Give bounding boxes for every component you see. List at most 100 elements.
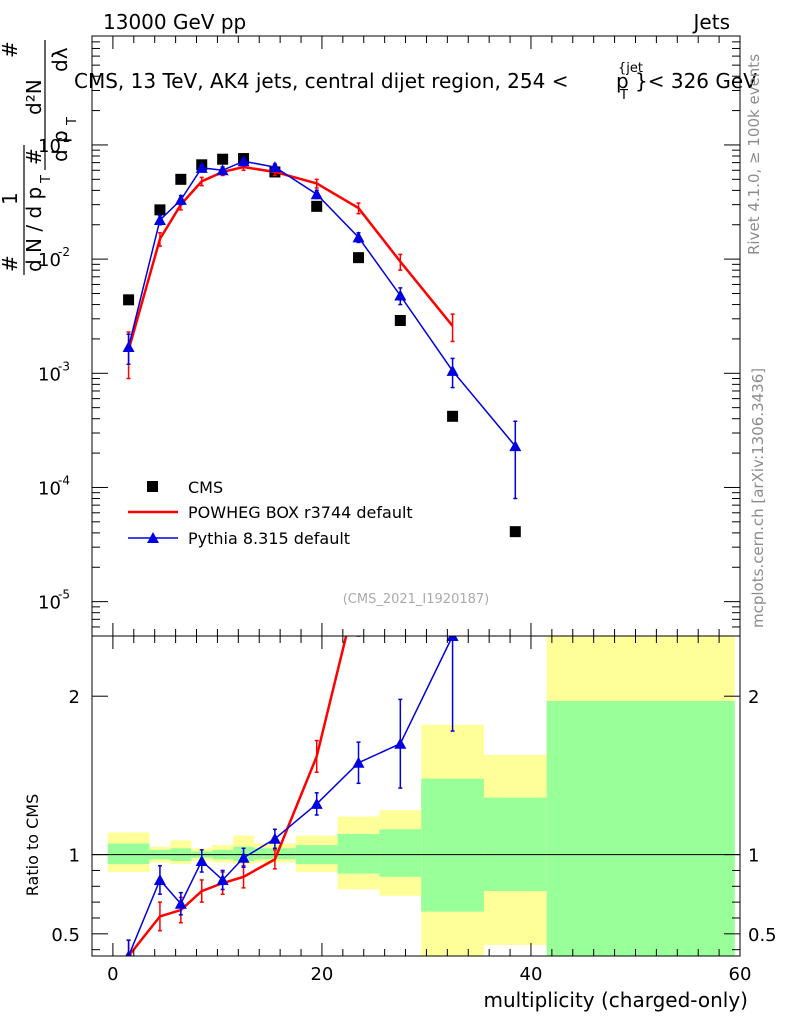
x-tick-label-1: 20	[310, 964, 333, 985]
legend-powheg-label: POWHEG BOX r3744 default	[188, 503, 413, 522]
y-tick-label-2: 10-3	[38, 359, 70, 385]
ratio-tick-right-2: 2	[748, 687, 759, 708]
pythia-ratio-point-5	[237, 851, 250, 863]
pythia-point-10	[446, 364, 459, 376]
pythia-ratio-point-1	[153, 873, 166, 885]
svg-text:10: 10	[38, 250, 61, 271]
y-label-t-sub2: T	[65, 117, 80, 126]
cms-point-10	[447, 410, 459, 422]
pythia-ratio-point-0	[125, 950, 132, 956]
ratio-tick-right-0: 0.5	[748, 925, 777, 946]
pythia-point-2	[174, 193, 187, 205]
svg-text:10: 10	[38, 478, 61, 499]
legend-cms-label: CMS	[188, 478, 223, 497]
ratio-frame	[91, 635, 741, 957]
pythia-point-11	[509, 440, 522, 452]
ratio-band-inner-11	[483, 797, 547, 892]
legend: CMS POWHEG BOX r3744 default Pythia 8.31…	[128, 478, 413, 548]
x-tick-label-0: 0	[107, 964, 118, 985]
ratio-band-inner-0	[107, 843, 150, 865]
plot-title-pt-sup: {jet	[618, 61, 643, 76]
y-label-hash2: #	[0, 41, 22, 58]
powheg-ratio-line	[127, 636, 348, 956]
ratio-tick-left-0: 0.5	[51, 925, 80, 946]
mcplots-label: mcplots.cern.ch [arXiv:1306.3436]	[749, 368, 767, 628]
ratio-band-inner-10	[421, 778, 484, 912]
plot-title-pt-sub: T	[619, 88, 628, 103]
ratio-bands	[92, 636, 740, 956]
cms-point-0	[123, 294, 135, 306]
y-tick-label-3: 10-4	[38, 473, 70, 499]
y-label-hash3: #	[22, 148, 46, 165]
plot-title-tail: }< 326 GeV	[635, 69, 757, 93]
ratio-band-inner-9	[379, 829, 422, 877]
pythia-ratio-point-2	[174, 897, 187, 909]
cms-point-8	[353, 252, 365, 264]
y-label-t-sub: T	[39, 175, 54, 184]
svg-text:-2: -2	[58, 245, 70, 259]
pythia-ratio-point-7	[310, 797, 323, 809]
svg-text:10: 10	[38, 364, 61, 385]
y-label-hash1: #	[0, 255, 22, 272]
pythia-ratio-point-10	[446, 636, 459, 641]
plot-title-main: CMS, 13 TeV, AK4 jets, central dijet reg…	[74, 69, 568, 93]
plot-title-pt: p	[616, 69, 629, 93]
legend-pythia-marker	[147, 532, 159, 543]
x-tick-label-3: 60	[729, 964, 752, 985]
y-axis-label: # d N / d p T 1 # d²N # d p T dλ	[0, 40, 80, 275]
svg-text:-1: -1	[58, 131, 70, 145]
svg-text:10: 10	[38, 593, 61, 614]
x-axis-label: multiplicity (charged-only)	[483, 988, 748, 1012]
pythia-ratio-point-8	[352, 756, 365, 768]
plot-title: CMS, 13 TeV, AK4 jets, central dijet reg…	[74, 61, 757, 103]
y-label-dn-dpt: d N / d p	[22, 187, 46, 272]
header-category: Jets	[692, 10, 730, 34]
header-energy: 13000 GeV pp	[103, 10, 246, 34]
pythia-point-4	[216, 164, 229, 176]
pythia-point-0	[122, 340, 135, 352]
ratio-tick-right-1: 1	[748, 846, 759, 867]
y-tick-label-0: 10-1	[38, 131, 70, 157]
ratio-tick-left-1: 1	[69, 846, 80, 867]
legend-pythia-label: Pythia 8.315 default	[188, 529, 350, 548]
svg-text:10: 10	[38, 136, 61, 157]
pythia-point-9	[394, 289, 407, 301]
analysis-id: (CMS_2021_I1920187)	[343, 592, 490, 607]
pythia-point-5	[237, 155, 250, 167]
main-series	[122, 153, 647, 636]
pythia-ratio-point-6	[268, 832, 281, 844]
svg-text:-3: -3	[58, 359, 70, 373]
ratio-axis-label: Ratio to CMS	[23, 794, 42, 896]
cms-point-2	[175, 173, 187, 185]
cms-point-1	[154, 204, 166, 216]
cms-point-7	[311, 200, 323, 212]
legend-cms-marker	[147, 481, 158, 492]
ratio-tick-left-2: 2	[69, 687, 80, 708]
svg-text:-4: -4	[58, 473, 70, 487]
y-tick-label-4: 10-5	[38, 588, 70, 614]
pythia-ratio-point-4	[216, 873, 229, 885]
pythia-ratio-point-3	[195, 854, 208, 866]
y-label-d2n: d²N	[22, 79, 46, 115]
pythia-point-3	[195, 161, 208, 173]
y-tick-label-1: 10-2	[38, 245, 70, 271]
y-label-dpt: d p	[48, 130, 72, 162]
ratio-band-inner-8	[337, 834, 380, 874]
ratio-band-inner-12	[546, 700, 735, 956]
cms-point-9	[394, 314, 406, 326]
y-label-one: 1	[0, 192, 22, 205]
pythia-point-8	[352, 231, 365, 243]
x-tick-label-2: 40	[520, 964, 543, 985]
cms-point-4	[217, 153, 229, 165]
pythia-ratio-point-9	[394, 737, 407, 749]
rivet-version-label: Rivet 4.1.0, ≥ 100k events	[745, 54, 763, 255]
y-label-dlambda: dλ	[48, 47, 72, 72]
cms-point-11	[509, 526, 521, 538]
ratio-series	[125, 636, 459, 956]
pythia-point-1	[153, 214, 166, 226]
svg-text:-5: -5	[58, 588, 70, 602]
pythia-point-7	[310, 188, 323, 200]
pythia-point-6	[268, 161, 281, 173]
